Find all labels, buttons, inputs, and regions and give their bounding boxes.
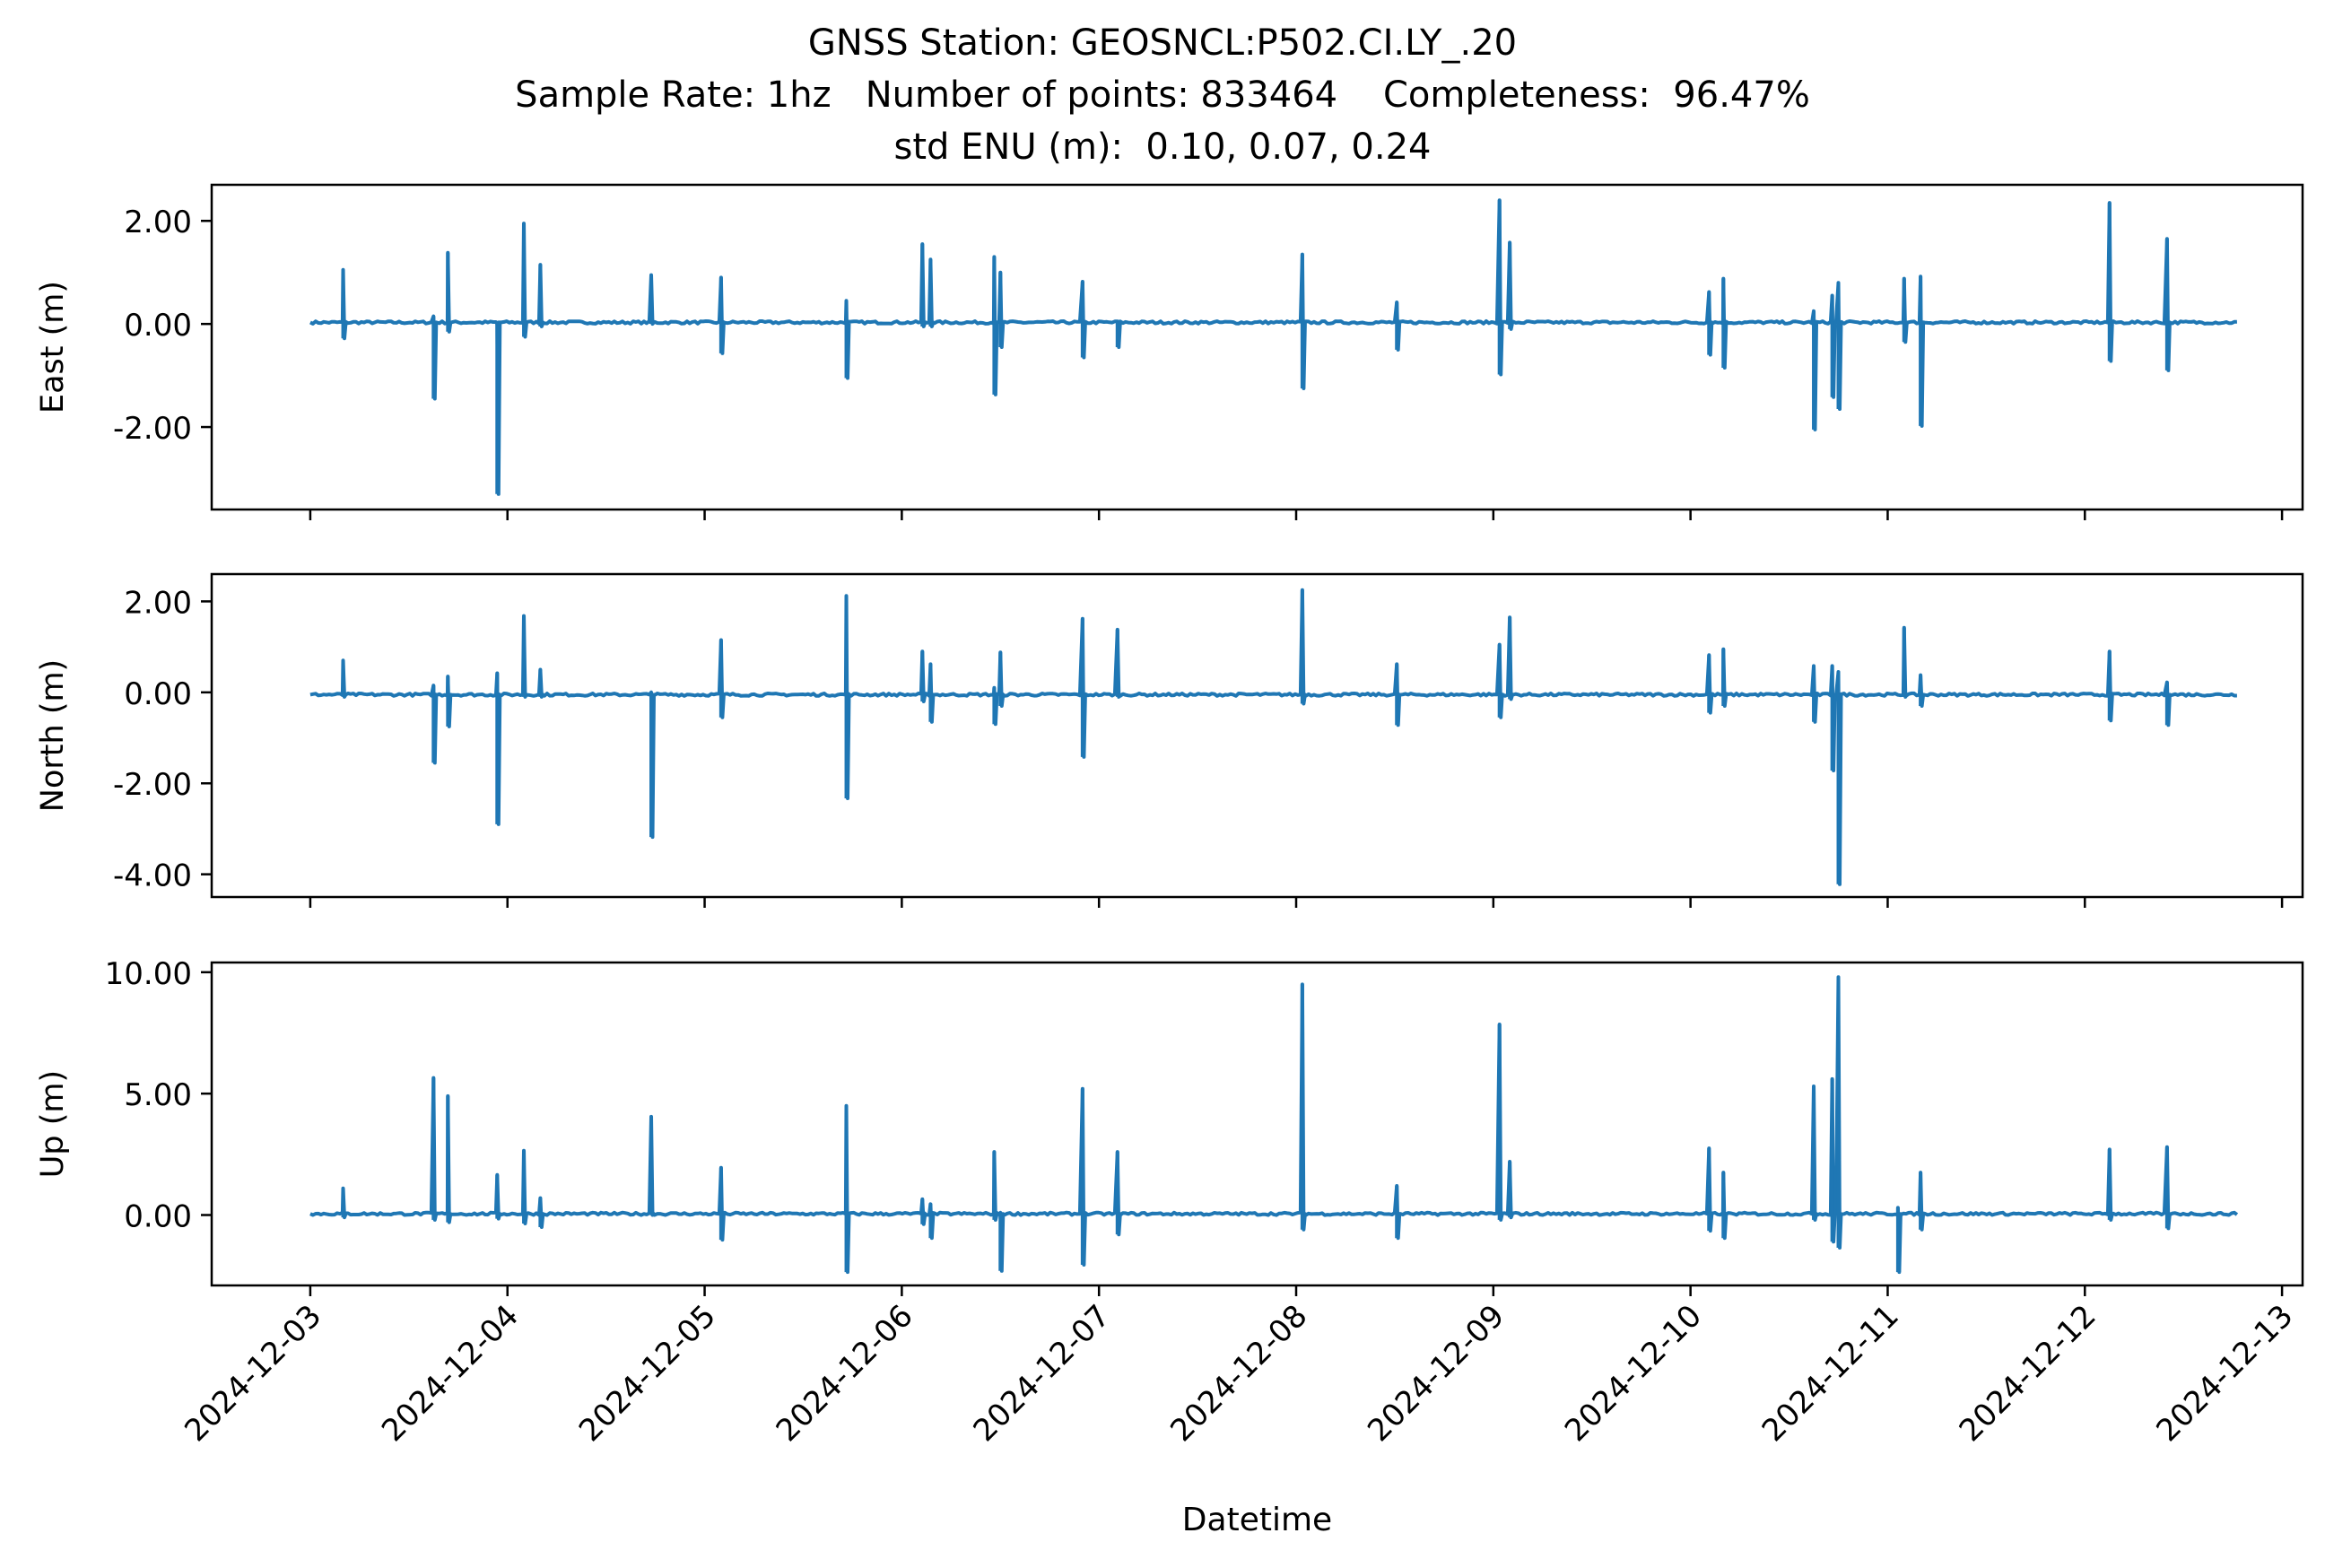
y-tick-label-2-3: -2.00 — [113, 767, 192, 803]
subplot-3: 10.00 5.00 0.00 Up (m) 2024-12-03 2024-12-04 2… — [35, 956, 2304, 1538]
x-tick-label-2: 2024-12-04 — [375, 1298, 526, 1449]
subplot-1: 2.00 0.00 -2.00 East (m) — [35, 183, 2304, 520]
y-tick-label-1-1: 2.00 — [124, 205, 192, 240]
x-tick-label-6: 2024-12-08 — [1163, 1298, 1314, 1449]
y-tick-label-2-1: 2.00 — [124, 585, 192, 621]
x-tick-label-3: 2024-12-05 — [572, 1298, 723, 1449]
axes-frame-1 — [210, 183, 2304, 511]
x-tick-label-4: 2024-12-06 — [770, 1298, 920, 1449]
chart-title-line-3: std ENU (m): 0.10, 0.07, 0.24 — [893, 126, 1432, 168]
axes-frame-3 — [210, 961, 2304, 1287]
series-line-3 — [309, 975, 2239, 1275]
y-axis-label-2: North (m) — [35, 659, 71, 812]
y-tick-label-1-2: 0.00 — [124, 308, 192, 344]
x-tick-label-11: 2024-12-13 — [2149, 1298, 2300, 1449]
y-tick-label-3-3: 0.00 — [124, 1199, 192, 1235]
series-line-1 — [309, 198, 2237, 496]
chart-title-line-1: GNSS Station: GEOSNCL:P502.CI.LY_.20 — [807, 22, 1518, 64]
x-tick-label-1: 2024-12-03 — [178, 1298, 328, 1449]
subplot-2: 2.00 0.00 -2.00 -4.00 North (m) — [35, 572, 2304, 908]
y-tick-label-3-2: 5.00 — [124, 1077, 192, 1113]
x-axis-label: Datetime — [1182, 1502, 1332, 1538]
x-tick-label-5: 2024-12-07 — [967, 1298, 1118, 1449]
chart-title-line-2: Sample Rate: 1hz Number of points: 83346… — [515, 74, 1810, 116]
x-tick-label-10: 2024-12-12 — [1953, 1298, 2103, 1449]
x-tick-label-8: 2024-12-10 — [1558, 1298, 1709, 1449]
x-tick-label-9: 2024-12-11 — [1755, 1298, 1906, 1449]
y-tick-label-2-2: 0.00 — [124, 676, 192, 712]
y-tick-label-1-3: -2.00 — [113, 411, 192, 447]
x-tick-label-7: 2024-12-09 — [1361, 1298, 1511, 1449]
y-axis-label-1: East (m) — [35, 281, 71, 414]
y-tick-label-3-1: 10.00 — [105, 956, 192, 992]
series-line-2 — [309, 588, 2237, 886]
axes-frame-2 — [210, 572, 2304, 899]
y-tick-label-2-4: -4.00 — [113, 858, 192, 894]
y-axis-label-3: Up (m) — [35, 1070, 71, 1178]
